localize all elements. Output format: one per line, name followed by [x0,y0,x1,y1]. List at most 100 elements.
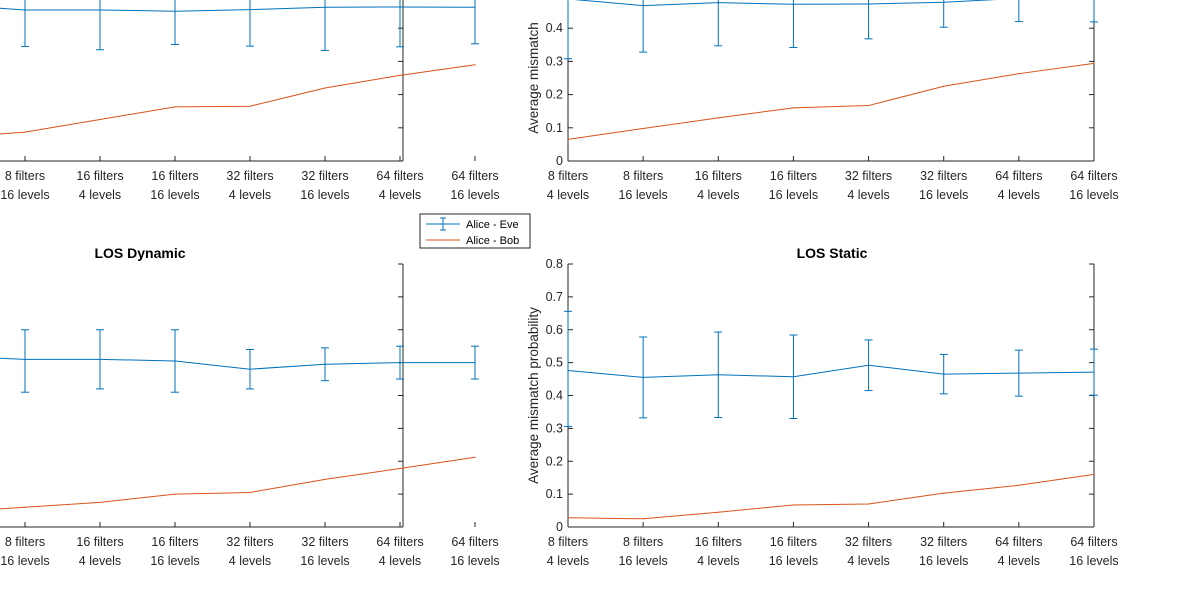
x-tick-label-line1: 64 filters [376,535,423,549]
series-alice-eve [564,310,1098,427]
x-tick-label-line2: 4 levels [998,554,1040,568]
x-tick-label-line2: 4 levels [229,188,271,202]
legend: Alice - Eve Alice - Bob [419,213,531,249]
x-tick-label-line2: 4 levels [697,554,739,568]
data-point [1093,62,1095,64]
x-tick-label-line2: 4 levels [229,554,271,568]
data-point [792,107,795,109]
x-tick-label-line1: 32 filters [301,169,348,183]
x-tick-label-line1: 8 filters [623,169,663,183]
x-tick-label-line2: 16 levels [450,554,499,568]
x-tick-label-line2: 16 levels [450,188,499,202]
x-tick-label-line2: 4 levels [379,188,421,202]
y-tick-label: 0 [556,520,563,534]
x-tick-label-line1: 32 filters [920,535,967,549]
x-tick-label-line2: 16 levels [919,554,968,568]
series-line [567,364,1094,378]
series-alice-bob [0,456,476,510]
data-point [943,85,945,87]
x-tick-label-line1: 8 filters [548,535,588,549]
y-tick-label: 0.6 [546,323,563,337]
legend-box [419,213,531,249]
series-line [0,6,476,12]
x-tick-label-line2: 4 levels [547,188,589,202]
x-tick-label-line2: 16 levels [300,188,349,202]
data-point [249,105,251,107]
legend-eve-swatch [426,217,460,231]
plot-4: 0 0.1 0.2 0.3 0.4 0.5 0.6 0.7 0.8 8 filters 4 leve… [526,245,1119,568]
x-tick-label-line2: 16 levels [300,554,349,568]
series-line [573,0,997,7]
data-point [99,118,101,121]
x-tick-label-line2: 16 levels [1069,188,1118,202]
y-tick-label: 0.5 [546,0,563,2]
x-tick-label-line1: 32 filters [226,535,273,549]
y-tick-label: 0.8 [546,257,563,271]
y-tick-label: 0.3 [546,54,563,68]
plot-title: LOS Dynamic [94,245,185,261]
data-point [399,74,401,76]
series-alice-bob [567,473,1095,520]
x-tick-label-line1: 32 filters [845,169,892,183]
data-point [867,104,870,107]
data-point [943,492,945,494]
x-tick-label-line2: 4 levels [697,188,739,202]
x-tick-label-line2: 4 levels [847,554,889,568]
y-tick-label: 0.2 [546,454,563,468]
series-alice-eve [0,0,479,51]
series-line [567,473,1095,520]
x-tick-label-line1: 16 filters [695,169,742,183]
x-tick-label-line1: 32 filters [845,535,892,549]
data-point [867,503,870,505]
x-tick-label-line1: 16 filters [151,169,198,183]
x-tick-label-line2: 16 levels [618,554,667,568]
data-point [399,467,401,470]
y-axis-label: Average mismatch [526,22,541,134]
x-tick-label-line1: 8 filters [623,535,663,549]
x-tick-label-line1: 64 filters [995,535,1042,549]
y-tick-label: 0.4 [546,21,563,35]
data-point [249,491,251,494]
x-tick-label-line1: 64 filters [1070,169,1117,183]
y-tick-label: 0.5 [546,356,563,370]
x-tick-label-line2: 16 levels [919,188,968,202]
x-tick-label-line2: 16 levels [0,188,49,202]
data-point [1018,73,1020,75]
x-tick-label-line2: 16 levels [150,188,199,202]
x-tick-label-line1: 8 filters [548,169,588,183]
series-alice-bob [0,64,476,135]
data-point [567,138,569,141]
x-tick-label-line1: 64 filters [995,169,1042,183]
x-tick-label-line1: 64 filters [1070,535,1117,549]
x-tick-label-line2: 16 levels [0,554,49,568]
y-tick-label: 0.1 [546,121,563,135]
series-line [0,456,476,510]
y-tick-label: 0.4 [546,389,563,403]
x-tick-label-line2: 16 levels [769,554,818,568]
data-point [474,64,476,66]
y-tick-label: 0.7 [546,290,563,304]
data-point [1018,484,1020,486]
x-tick-label-line1: 32 filters [920,169,967,183]
x-tick-label-line1: 16 filters [770,535,817,549]
x-tick-label-line2: 4 levels [547,554,589,568]
series-alice-eve [0,329,479,393]
series-alice-eve [564,0,1098,60]
y-tick-label: 0 [556,154,563,168]
x-tick-label-line1: 8 filters [5,169,45,183]
data-point [567,517,569,519]
legend-eve-label: Alice - Eve [466,219,519,231]
data-point [24,506,26,508]
data-point [174,493,176,495]
x-tick-label-line1: 16 filters [76,535,123,549]
data-point [474,456,476,458]
x-tick-label-line1: 16 filters [76,169,123,183]
x-tick-label-line1: 64 filters [451,535,498,549]
y-tick-label: 0.3 [546,421,563,435]
x-tick-label-line2: 16 levels [150,554,199,568]
x-tick-label-line2: 4 levels [379,554,421,568]
x-tick-label-line2: 4 levels [847,188,889,202]
data-point [324,478,326,480]
